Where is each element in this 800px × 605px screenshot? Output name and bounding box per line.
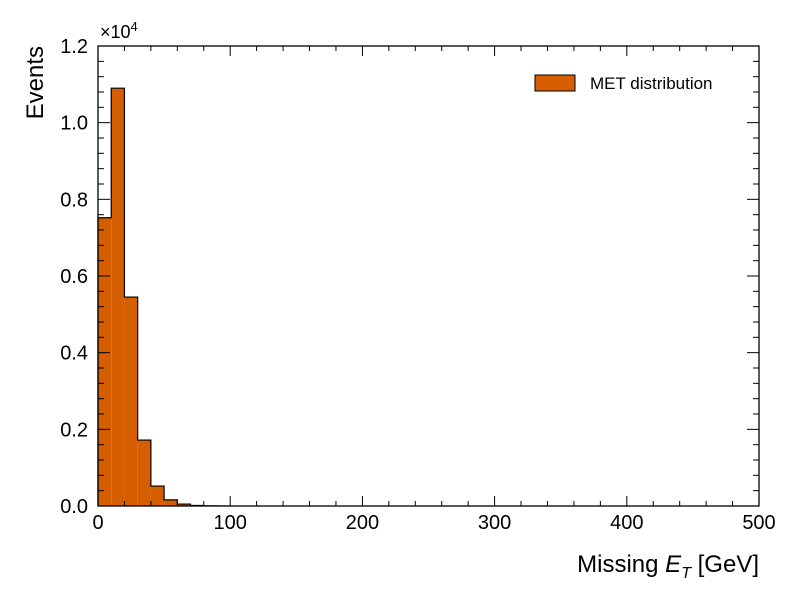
x-tick-label: 300 bbox=[478, 512, 511, 534]
x-tick-label: 400 bbox=[610, 512, 643, 534]
x-tick-label: 200 bbox=[346, 512, 379, 534]
x-tick-label: 0 bbox=[92, 512, 103, 534]
histogram-bar bbox=[111, 88, 124, 506]
histogram-bar bbox=[124, 297, 137, 506]
y-tick-label: 1.2 bbox=[60, 36, 88, 58]
x-axis-title: Missing ET [GeV] bbox=[577, 551, 759, 582]
y-tick-label: 1.0 bbox=[60, 113, 88, 135]
y-axis-title: Events bbox=[22, 46, 49, 119]
x-tick-label: 500 bbox=[742, 512, 775, 534]
histogram-bar bbox=[164, 500, 177, 506]
x-axis-variable: E bbox=[665, 551, 682, 578]
histogram-bar bbox=[138, 440, 151, 506]
y-tick-label: 0.4 bbox=[60, 343, 88, 365]
y-tick-label: 0.2 bbox=[60, 419, 88, 441]
legend-swatch bbox=[535, 75, 575, 91]
x-axis-unit: [GeV] bbox=[691, 551, 759, 578]
legend-label: MET distribution bbox=[590, 74, 713, 93]
histogram-bar bbox=[151, 486, 164, 506]
y-tick-label: 0.0 bbox=[60, 496, 88, 518]
x-tick-label: 100 bbox=[214, 512, 247, 534]
legend: MET distribution bbox=[535, 74, 713, 93]
y-tick-label: 0.6 bbox=[60, 266, 88, 288]
y-multiplier-exponent: 4 bbox=[131, 19, 138, 34]
y-tick-label: 0.8 bbox=[60, 189, 88, 211]
